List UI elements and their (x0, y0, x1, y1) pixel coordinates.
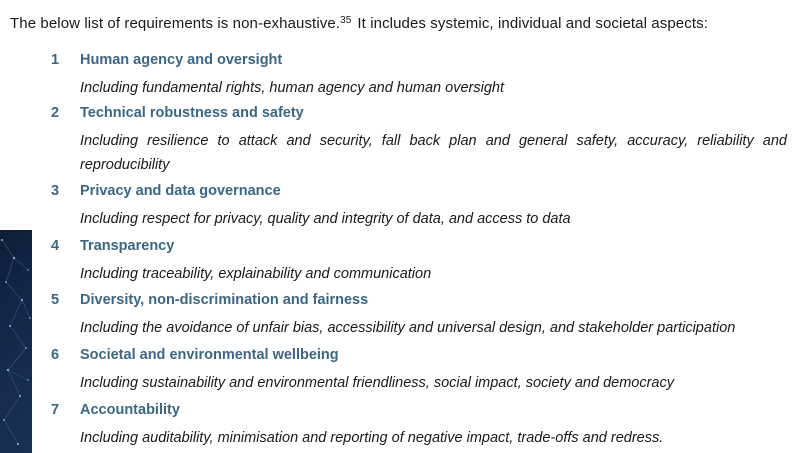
footnote-marker[interactable]: 35 (340, 15, 352, 26)
requirement-number: 4 (51, 238, 60, 254)
requirement-description: Including fundamental rights, human agen… (80, 80, 504, 96)
requirement-title: Societal and environmental wellbeing (80, 347, 339, 363)
requirement-title: Transparency (80, 238, 175, 254)
requirement-description: Including respect for privacy, quality a… (80, 211, 571, 227)
requirement-title: Diversity, non-discrimination and fairne… (80, 292, 369, 308)
requirement-number: 1 (51, 52, 60, 68)
requirement-description: Including auditability, minimisation and… (80, 430, 664, 446)
requirement-number: 2 (51, 105, 60, 121)
requirement-description: Including traceability, explainability a… (80, 266, 432, 282)
requirement-title: Privacy and data governance (80, 183, 281, 199)
intro-text-continued: It includes systemic, individual and soc… (357, 15, 708, 32)
requirement-number: 3 (51, 183, 60, 199)
requirement-number: 6 (51, 347, 60, 363)
requirement-number: 7 (51, 402, 60, 418)
requirement-description: Including resilience to attack and secur… (80, 133, 787, 173)
requirement-number: 5 (51, 292, 60, 308)
requirement-title: Accountability (80, 402, 180, 418)
decorative-network-strip (0, 230, 32, 453)
intro-text: The below list of requirements is non-ex… (10, 15, 341, 32)
requirement-title: Human agency and oversight (80, 52, 283, 68)
intro-paragraph: The below list of requirements is non-ex… (10, 14, 708, 34)
network-pattern-icon (1, 239, 31, 445)
requirement-title: Technical robustness and safety (80, 105, 304, 121)
requirement-description: Including sustainability and environment… (80, 375, 674, 391)
requirement-description: Including the avoidance of unfair bias, … (80, 320, 736, 336)
